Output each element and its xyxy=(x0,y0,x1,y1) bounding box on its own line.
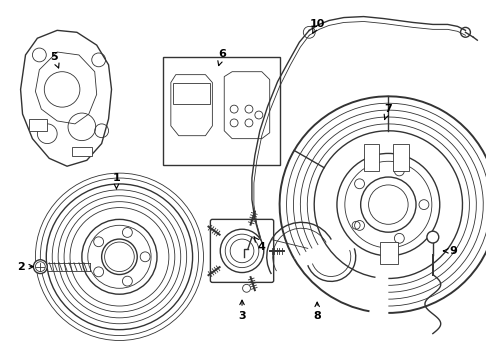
Bar xyxy=(363,144,379,171)
Bar xyxy=(29,119,47,131)
Text: 2: 2 xyxy=(17,262,33,272)
Text: 8: 8 xyxy=(313,302,321,321)
Text: 6: 6 xyxy=(218,49,226,66)
Text: 7: 7 xyxy=(384,104,391,120)
Text: 1: 1 xyxy=(112,173,120,189)
Text: 9: 9 xyxy=(443,246,457,256)
Text: 5: 5 xyxy=(50,52,59,68)
Circle shape xyxy=(33,260,47,274)
Text: 4: 4 xyxy=(253,237,265,252)
Bar xyxy=(380,242,397,264)
FancyBboxPatch shape xyxy=(210,219,273,282)
Circle shape xyxy=(102,239,137,275)
Text: 10: 10 xyxy=(309,19,324,33)
Text: 3: 3 xyxy=(238,300,245,321)
Bar xyxy=(392,144,408,171)
Circle shape xyxy=(426,231,438,243)
Bar xyxy=(163,57,279,165)
Bar xyxy=(72,147,92,156)
